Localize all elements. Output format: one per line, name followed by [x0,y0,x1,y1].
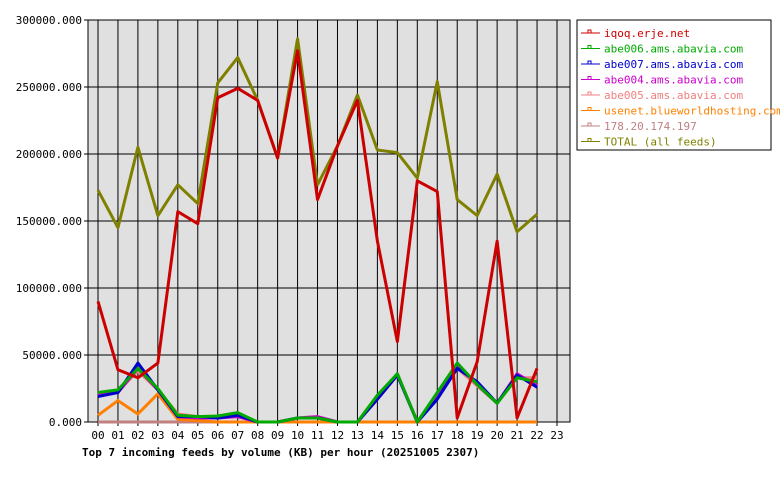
legend-label: iqoq.erje.net [604,27,690,40]
legend-marker [587,107,592,111]
x-tick-label: 15 [391,429,404,442]
x-axis: 00 01 02 03 04 05 06 07 08 09 10 11 12 13 14 15 16 17 18 19… [91,422,564,442]
x-tick-label: 18 [451,429,464,442]
y-axis: 0.000 50000.000 100000.000 150000.000 200000… [16,14,88,429]
legend-marker [587,91,592,96]
legend-label: abe006.ams.abavia.com [604,43,743,56]
legend-marker [587,138,592,142]
legend-label: TOTAL (all feeds) [604,136,717,149]
legend-label: abe004.ams.abavia.com [604,74,743,87]
x-tick-label: 19 [471,429,484,442]
x-tick-label: 12 [331,429,344,442]
y-tick-label: 250000.000 [16,81,82,94]
x-tick-label: 22 [530,429,543,442]
x-tick-label: 03 [151,429,164,442]
series-line [97,361,538,424]
series-lines [96,37,539,424]
series-line [97,392,538,424]
chart-title: Top 7 incoming feeds by volume (KB) per … [82,446,479,459]
x-tick-label: 01 [111,429,124,442]
y-tick-label: 0.000 [49,416,82,429]
legend-marker [587,45,592,49]
legend: iqoq.erje.net abe006.ams.abavia.com abe007… [576,19,780,151]
legend-label: abe007.ams.abavia.com [604,58,743,71]
x-tick-label: 05 [191,429,204,442]
x-tick-label: 08 [251,429,264,442]
legend-marker [587,60,592,65]
series-line [96,37,539,234]
legend-marker [587,29,592,34]
x-tick-label: 20 [491,429,504,442]
y-tick-label: 200000.000 [16,148,82,161]
legend-box [576,19,772,151]
y-tick-label: 150000.000 [16,215,82,228]
series-line [96,49,539,420]
y-tick-label: 300000.000 [16,14,82,27]
y-tick-label: 100000.000 [16,282,82,295]
legend-marker [587,122,592,127]
x-tick-label: 13 [351,429,364,442]
x-tick-label: 16 [411,429,424,442]
legend-label: 178.20.174.197 [604,120,697,133]
legend-marker [587,76,592,80]
x-tick-label: 11 [311,429,324,442]
legend-label: usenet.blueworldhosting.com [604,105,780,118]
x-tick-label: 07 [231,429,244,442]
x-tick-label: 06 [211,429,224,442]
y-tick-label: 50000.000 [22,349,82,362]
x-tick-label: 02 [131,429,144,442]
x-tick-label: 17 [431,429,444,442]
x-tick-label: 09 [271,429,284,442]
x-tick-label: 14 [371,429,385,442]
x-tick-label: 00 [91,429,104,442]
x-tick-label: 21 [510,429,523,442]
x-tick-label: 23 [550,429,563,442]
x-tick-label: 04 [171,429,185,442]
legend-label: abe005.ams.abavia.com [604,89,743,102]
x-tick-label: 10 [291,429,304,442]
